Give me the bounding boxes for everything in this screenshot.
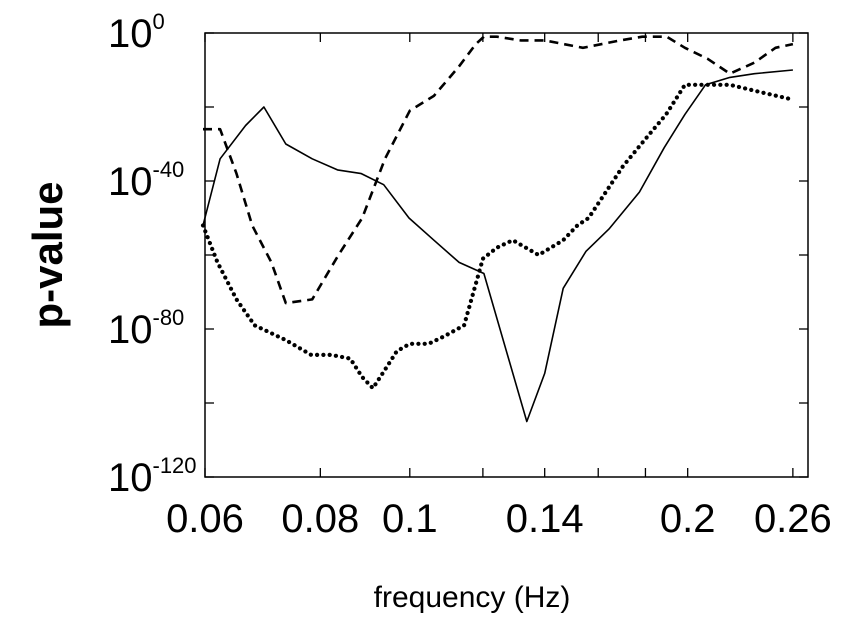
x-tick-label: 0.2	[660, 497, 716, 541]
y-axis-label: p-value	[24, 181, 71, 328]
y-tick-exponent: -80	[153, 305, 185, 330]
dashed-series-line	[203, 35, 794, 305]
y-tick-base: 10	[108, 12, 153, 56]
plot-frame	[204, 32, 809, 478]
y-tick-base: 10	[108, 456, 153, 500]
x-tick-label: 0.06	[166, 497, 244, 541]
y-tick-base: 10	[108, 308, 153, 352]
y-tick-label: 10-80	[108, 305, 184, 352]
axis-ticks	[204, 32, 808, 478]
x-tick-label: 0.08	[281, 497, 359, 541]
y-tick-label: 10-40	[108, 157, 184, 204]
y-tick-label: 100	[108, 9, 165, 56]
x-axis-label: frequency (Hz)	[374, 581, 571, 614]
x-tick-label: 0.14	[506, 497, 584, 541]
x-tick-labels: 0.06 0.08 0.1 0.14 0.2 0.26	[166, 497, 832, 541]
y-tick-label: 10-120	[108, 453, 197, 500]
y-tick-exponent: -120	[153, 453, 197, 478]
series-lines	[200, 35, 796, 423]
y-tick-exponent: -40	[153, 157, 185, 182]
y-tick-base: 10	[108, 160, 153, 204]
y-tick-exponent: 0	[153, 9, 165, 34]
dotted-series-line	[200, 82, 796, 391]
solid-series-line	[202, 69, 793, 423]
x-tick-label: 0.26	[754, 497, 832, 541]
x-tick-label: 0.1	[382, 497, 438, 541]
